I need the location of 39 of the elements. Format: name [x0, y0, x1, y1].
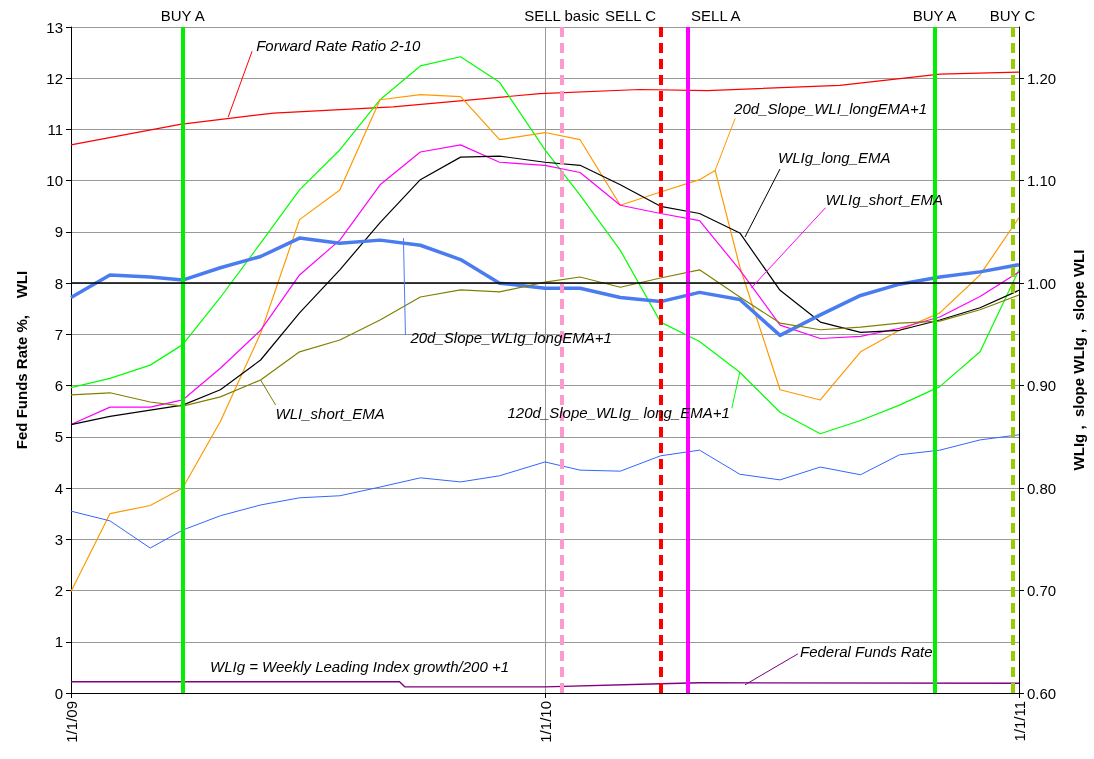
ref-line-label: BUY A — [160, 7, 205, 24]
ref-line-label: BUY A — [912, 7, 957, 24]
y-tick-label: 12 — [46, 69, 63, 87]
y-tick-label: 13 — [46, 18, 63, 36]
y2-tick-label: 0.90 — [1027, 377, 1057, 395]
annotation: Federal Funds Rate — [799, 643, 933, 661]
x-tick-label: 1/1/09 — [62, 701, 80, 743]
y-tick-label: 8 — [54, 274, 63, 292]
y-tick-label: 2 — [54, 582, 63, 600]
ref-line-label: SELL C — [605, 7, 657, 24]
y2-tick-label: 0.80 — [1027, 479, 1057, 497]
x-tick-label: 1/1/10 — [536, 701, 554, 743]
annotation: WLIg = Weekly Leading Index growth/200 +1 — [210, 657, 510, 675]
ref-line-label: BUY C — [989, 7, 1036, 24]
y2-tick-label: 1.20 — [1027, 69, 1057, 87]
y-tick-label: 11 — [47, 120, 63, 138]
y-tick-label: 10 — [46, 172, 63, 190]
y-tick-label: 5 — [54, 428, 63, 446]
ref-line-label: SELL A — [691, 7, 741, 24]
annotation: 20d_Slope_WLIg_longEMA+1 — [409, 328, 612, 346]
y-tick-label: 1 — [54, 633, 63, 651]
annotation: 20d_Slope_WLI_longEMA+1 — [733, 99, 928, 117]
ref-line-label: SELL basic — [524, 7, 601, 24]
y-tick-label: 7 — [54, 325, 63, 343]
y-tick-label: 6 — [54, 377, 63, 395]
y-tick-label: 4 — [54, 479, 63, 497]
annotation: WLI_short_EMA — [275, 405, 385, 423]
annotation: Forward Rate Ratio 2-10 — [256, 36, 422, 54]
y-tick-label: 3 — [54, 530, 63, 548]
y2-axis-title: WLIg , slope WLIg , slope WLI — [1070, 249, 1087, 471]
y2-tick-label: 0.70 — [1027, 582, 1057, 600]
y-tick-label: 0 — [54, 684, 63, 702]
y-tick-label: 9 — [54, 223, 63, 241]
annotation: WLIg_long_EMA — [777, 148, 891, 166]
y2-tick-label: 1.00 — [1027, 274, 1057, 292]
x-tick-label: 1/1/11 — [1010, 701, 1028, 742]
y2-tick-label: 1.10 — [1027, 172, 1057, 190]
y2-tick-label: 0.60 — [1027, 684, 1057, 702]
y-axis-title: Fed Funds Rate %, WLI — [13, 270, 30, 450]
